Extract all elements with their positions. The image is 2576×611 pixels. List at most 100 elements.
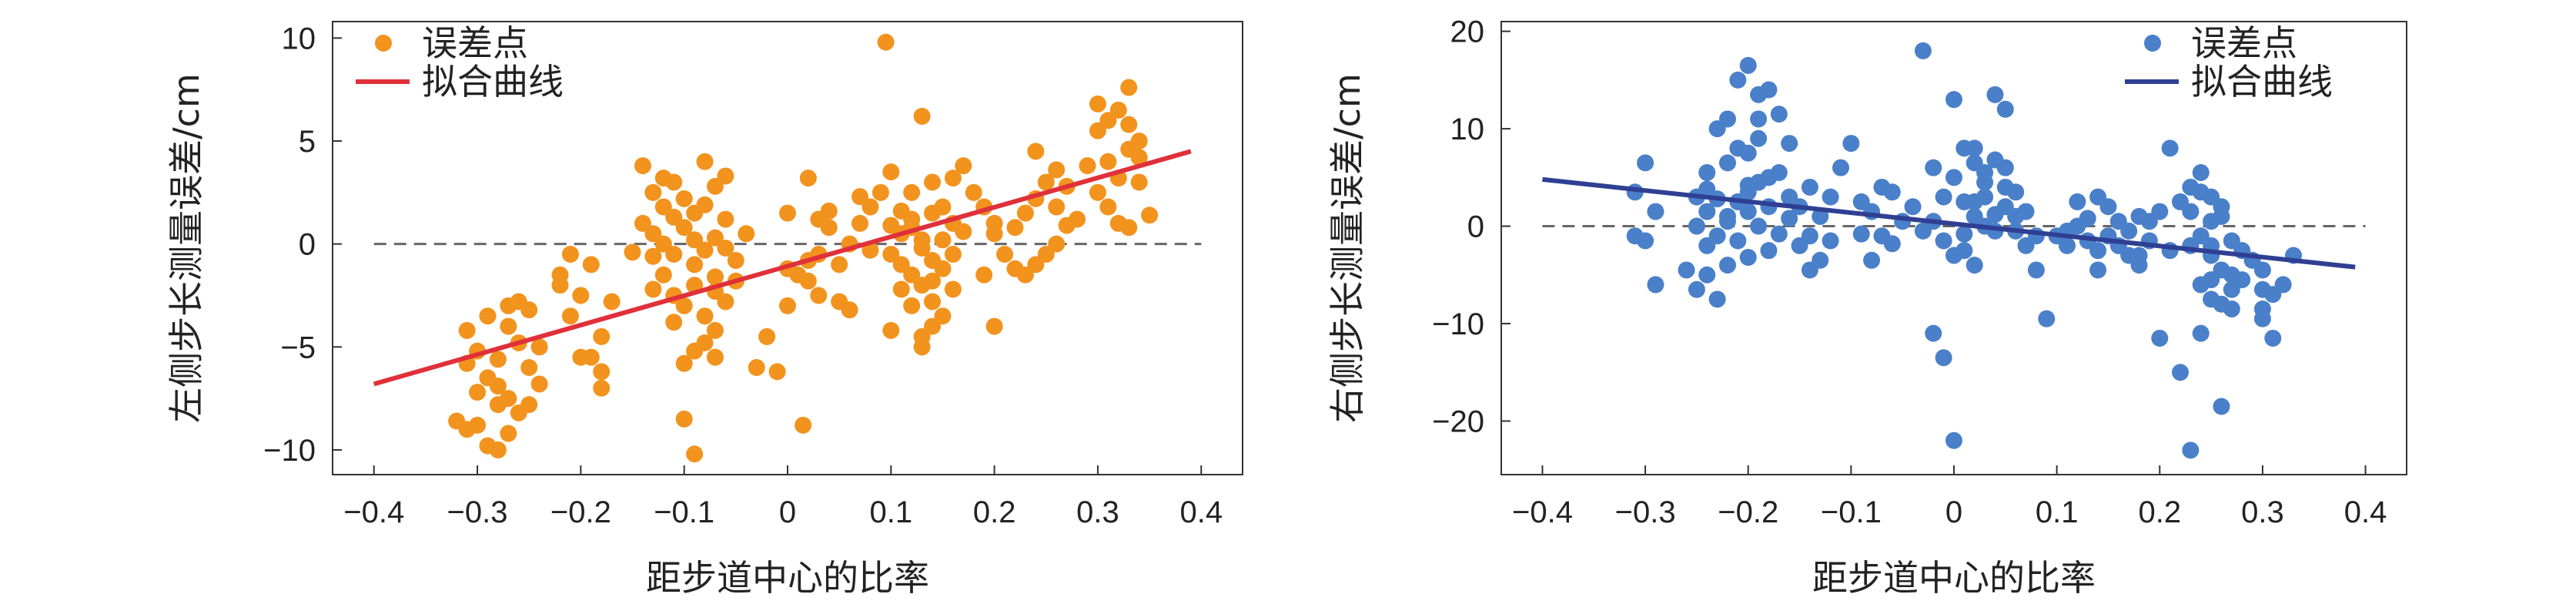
data-point — [458, 321, 476, 339]
data-point — [1770, 106, 1788, 123]
data-point — [1141, 206, 1159, 224]
data-point — [1637, 232, 1654, 250]
data-point — [1099, 153, 1117, 170]
data-point — [696, 196, 714, 213]
data-point — [2172, 364, 2189, 381]
data-point — [882, 163, 900, 181]
x-axis-label: 距步道中心的比率 — [1812, 557, 2096, 599]
data-point — [944, 170, 962, 187]
data-point — [1698, 164, 1716, 181]
data-point — [1935, 232, 1952, 250]
data-point — [1925, 324, 1942, 342]
data-point — [1688, 280, 1705, 298]
data-point — [1955, 242, 1973, 260]
data-point — [1130, 173, 1148, 191]
x-tick-label: −0.3 — [447, 495, 508, 529]
data-point — [795, 416, 812, 434]
data-point — [944, 246, 962, 264]
data-point — [985, 214, 1003, 232]
data-point — [1832, 159, 1849, 176]
data-point — [1863, 251, 1881, 269]
data-point — [1986, 206, 2004, 223]
data-point — [1914, 42, 1932, 59]
data-point — [706, 268, 724, 286]
data-point — [820, 202, 838, 220]
x-tick-label: 0.4 — [2344, 495, 2387, 529]
data-point — [593, 363, 611, 381]
data-point — [1925, 159, 1942, 176]
data-point — [924, 204, 942, 222]
data-point — [2069, 193, 2086, 210]
data-point — [996, 246, 1014, 264]
data-point — [1976, 164, 1994, 181]
data-point — [924, 293, 942, 311]
data-point — [985, 317, 1003, 335]
data-point — [696, 241, 714, 259]
data-point — [799, 170, 817, 187]
data-point — [831, 256, 848, 274]
data-point — [1945, 431, 1962, 449]
data-point — [1965, 257, 1983, 274]
x-tick-label: 0.3 — [1076, 495, 1119, 529]
data-point — [572, 287, 590, 304]
x-tick-label: −0.4 — [343, 495, 404, 529]
data-point — [892, 256, 910, 274]
data-point — [520, 396, 538, 414]
data-point — [1120, 116, 1138, 133]
data-point — [955, 223, 972, 240]
data-point — [469, 384, 487, 401]
data-point — [1996, 100, 2014, 118]
data-point — [675, 354, 693, 372]
data-point — [665, 246, 683, 264]
data-point — [2213, 207, 2230, 225]
data-point — [1719, 213, 1736, 230]
fit-line — [373, 149, 1192, 387]
data-point — [758, 327, 776, 345]
data-point — [634, 157, 651, 175]
legend-label: 拟合曲线 — [422, 61, 564, 102]
data-point — [717, 210, 734, 228]
data-point — [551, 277, 569, 294]
data-point — [510, 293, 527, 311]
data-point — [686, 256, 704, 274]
data-point — [717, 293, 734, 311]
data-point — [1945, 169, 1962, 186]
data-point — [1739, 144, 1757, 162]
data-point — [1647, 203, 1664, 220]
data-point — [675, 219, 693, 237]
data-point — [934, 307, 952, 325]
data-point — [924, 173, 942, 191]
data-point — [892, 202, 910, 220]
data-point — [2223, 300, 2240, 318]
y-tick-label: −5 — [280, 331, 316, 364]
data-point — [1037, 246, 1055, 264]
data-point — [1069, 210, 1086, 228]
data-point — [706, 321, 724, 339]
data-point — [582, 256, 600, 274]
data-point — [1812, 251, 1829, 269]
data-point — [654, 198, 672, 216]
data-point — [2274, 276, 2292, 294]
data-point — [1883, 235, 1901, 253]
data-point — [1842, 135, 1860, 153]
data-point — [1089, 183, 1106, 201]
data-point — [1027, 143, 1045, 160]
data-point — [696, 153, 714, 170]
legend-label: 误差点 — [2191, 22, 2297, 64]
data-point — [871, 183, 889, 201]
data-point — [841, 301, 858, 319]
data-point — [727, 252, 744, 270]
x-tick-label: −0.1 — [1821, 495, 1882, 529]
data-point — [2027, 261, 2045, 279]
data-point — [1935, 349, 1952, 367]
data-point — [500, 317, 517, 335]
data-point — [696, 334, 714, 351]
data-point — [1822, 188, 1839, 206]
y-tick-label: 10 — [282, 22, 316, 55]
data-point — [1647, 276, 1664, 294]
legend-label: 误差点 — [422, 22, 528, 64]
data-point — [882, 246, 900, 264]
x-tick-label: −0.4 — [1512, 495, 1573, 529]
